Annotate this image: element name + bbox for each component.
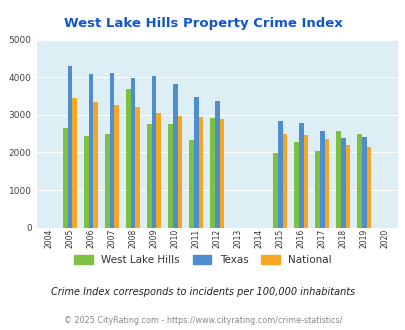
Bar <box>210 118 214 228</box>
Bar <box>130 78 135 228</box>
Bar <box>168 124 173 228</box>
Bar <box>277 121 282 228</box>
Bar <box>282 134 286 228</box>
Bar <box>84 136 89 228</box>
Text: © 2025 CityRating.com - https://www.cityrating.com/crime-statistics/: © 2025 CityRating.com - https://www.city… <box>64 316 341 325</box>
Bar <box>335 131 340 228</box>
Bar <box>366 147 370 228</box>
Bar <box>315 151 319 228</box>
Bar <box>340 138 345 228</box>
Bar <box>126 88 130 228</box>
Bar <box>110 74 114 228</box>
Bar <box>303 135 307 228</box>
Bar <box>68 66 72 228</box>
Bar <box>173 84 177 228</box>
Bar <box>156 113 161 228</box>
Bar <box>135 107 140 228</box>
Bar <box>273 153 277 228</box>
Bar <box>345 145 350 228</box>
Bar <box>214 101 219 228</box>
Bar <box>177 116 182 228</box>
Bar <box>114 105 119 228</box>
Bar <box>198 117 202 228</box>
Bar <box>105 134 110 228</box>
Legend: West Lake Hills, Texas, National: West Lake Hills, Texas, National <box>70 251 335 269</box>
Bar <box>356 134 361 228</box>
Bar <box>151 76 156 228</box>
Text: West Lake Hills Property Crime Index: West Lake Hills Property Crime Index <box>64 17 341 30</box>
Bar <box>324 139 328 228</box>
Bar <box>194 97 198 228</box>
Bar <box>298 123 303 228</box>
Bar <box>72 98 77 228</box>
Bar <box>219 119 224 228</box>
Bar <box>294 142 298 228</box>
Text: Crime Index corresponds to incidents per 100,000 inhabitants: Crime Index corresponds to incidents per… <box>51 287 354 297</box>
Bar <box>63 128 68 228</box>
Bar <box>93 102 98 228</box>
Bar <box>147 124 151 228</box>
Bar <box>361 137 366 228</box>
Bar <box>189 140 194 228</box>
Bar <box>89 74 93 228</box>
Bar <box>319 131 324 228</box>
